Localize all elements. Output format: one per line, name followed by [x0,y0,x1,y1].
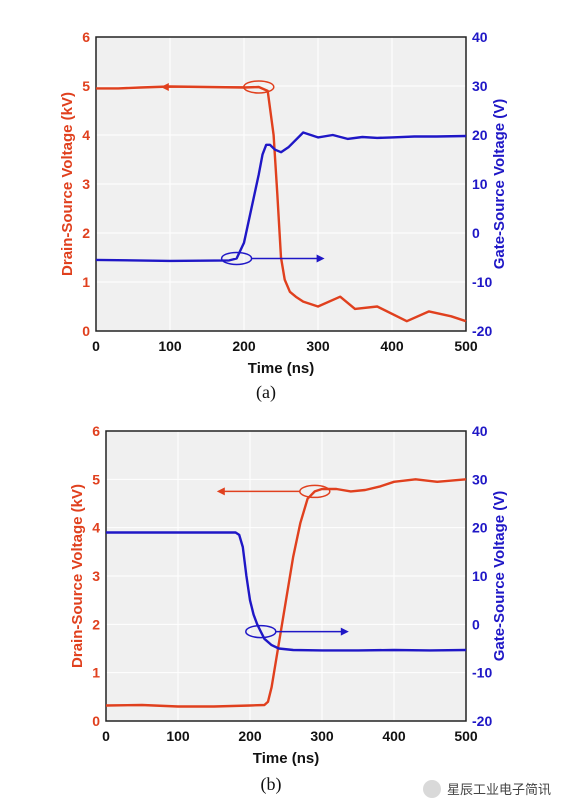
x-tick-label: 400 [382,728,406,744]
x-tick-label: 300 [306,338,330,354]
arrow-left-icon [216,487,225,496]
x-tick-label: 200 [238,728,262,744]
arrow-right-icon [340,627,349,636]
x-axis-label: Time (ns) [248,360,314,377]
gate-source-voltage-line [106,531,467,652]
plot-frame [95,36,467,332]
y-right-tick-label: 20 [472,520,488,536]
x-tick-label: 200 [232,338,256,354]
x-tick-label: 400 [380,338,404,354]
y-left-tick-label: 1 [92,665,100,681]
y-right-tick-label: 10 [472,568,488,584]
x-tick-label: 300 [310,728,334,744]
figure-caption: (a) [256,382,276,403]
y-right-tick-label: 30 [472,471,488,487]
y-right-axis-label: Gate-Source Voltage (V) [491,491,508,662]
y-right-tick-label: 30 [472,78,488,94]
figure-caption: (b) [261,774,282,795]
x-tick-label: 0 [102,728,110,744]
x-tick-label: 500 [454,728,478,744]
x-tick-label: 100 [158,338,182,354]
watermark: 星辰工业电子简讯 [422,779,551,798]
y-right-tick-label: -10 [472,665,492,681]
y-right-tick-label: -20 [472,323,492,339]
y-left-tick-label: 0 [82,323,90,339]
y-left-tick-label: 3 [82,176,90,192]
x-tick-label: 100 [166,728,190,744]
y-left-tick-label: 5 [82,78,90,94]
arrow-left-icon [160,82,169,91]
y-left-tick-label: 6 [92,423,100,439]
y-left-tick-label: 4 [92,520,100,536]
y-left-tick-label: 0 [92,713,100,729]
x-axis-label: Time (ns) [253,750,319,767]
arrow-right-icon [316,254,325,263]
y-left-axis-label: Drain-Source Voltage (kV) [59,92,76,276]
x-tick-label: 500 [454,338,478,354]
y-left-tick-label: 2 [82,225,90,241]
y-left-tick-label: 6 [82,29,90,45]
y-right-tick-label: -20 [472,713,492,729]
y-left-tick-label: 3 [92,568,100,584]
y-right-tick-label: 40 [472,423,488,439]
y-right-tick-label: 40 [472,29,488,45]
y-right-tick-label: -10 [472,274,492,290]
y-left-tick-label: 4 [82,127,90,143]
y-left-tick-label: 5 [92,471,100,487]
x-tick-label: 0 [92,338,100,354]
gate-source-voltage-line [95,131,467,263]
y-left-axis-label: Drain-Source Voltage (kV) [69,484,86,668]
y-right-tick-label: 0 [472,616,480,632]
watermark-text: 星辰工业电子简讯 [446,782,551,797]
y-right-tick-label: 20 [472,127,488,143]
chart-b: 0 100 200 300 400 500 0 1 2 3 4 5 6 -20 -10 0 10 20 30 40 Ti… [69,423,508,795]
drain-source-voltage-line [105,478,467,708]
y-left-tick-label: 2 [92,616,100,632]
chart-a: 0 100 200 300 400 500 0 1 2 3 4 5 6 -20 -10 0 10 20 30 40 Ti… [59,29,508,403]
y-right-axis-label: Gate-Source Voltage (V) [491,99,508,270]
plot-frame [105,430,467,722]
y-right-tick-label: 10 [472,176,488,192]
wechat-icon [422,779,441,798]
y-left-tick-label: 1 [82,274,90,290]
y-right-tick-label: 0 [472,225,480,241]
